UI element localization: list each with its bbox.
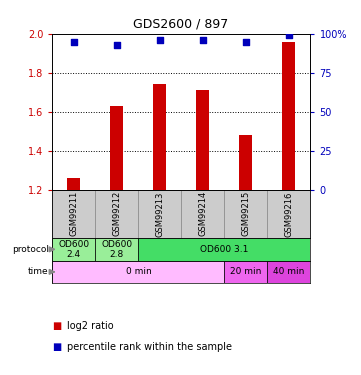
Bar — [52, 190, 95, 238]
Bar — [68, 178, 80, 190]
Bar — [153, 84, 166, 190]
Text: GSM99214: GSM99214 — [199, 191, 208, 237]
Text: GSM99213: GSM99213 — [155, 191, 164, 237]
Point — [286, 32, 292, 38]
Bar — [283, 42, 295, 190]
Bar — [225, 261, 268, 283]
Text: 20 min: 20 min — [230, 267, 262, 276]
Bar — [95, 238, 138, 261]
Bar — [138, 190, 181, 238]
Text: time: time — [28, 267, 49, 276]
Point — [200, 37, 206, 43]
Text: GSM99215: GSM99215 — [242, 191, 251, 237]
Bar — [138, 238, 310, 261]
Point — [243, 39, 249, 45]
Point — [71, 39, 77, 45]
Text: 40 min: 40 min — [273, 267, 305, 276]
Text: OD600
2.8: OD600 2.8 — [101, 240, 132, 259]
Bar — [268, 261, 310, 283]
Text: 0 min: 0 min — [126, 267, 151, 276]
Bar — [52, 238, 95, 261]
Text: OD600
2.4: OD600 2.4 — [58, 240, 90, 259]
Text: percentile rank within the sample: percentile rank within the sample — [67, 342, 232, 352]
Point — [157, 37, 163, 43]
Bar — [95, 190, 138, 238]
Bar — [181, 190, 225, 238]
Bar — [225, 190, 268, 238]
Bar — [52, 261, 225, 283]
Text: GSM99211: GSM99211 — [69, 191, 78, 237]
Bar — [110, 106, 123, 190]
Text: log2 ratio: log2 ratio — [67, 321, 113, 331]
Text: ■: ■ — [52, 342, 62, 352]
Bar — [268, 190, 310, 238]
Text: protocol: protocol — [12, 245, 49, 254]
Text: GSM99212: GSM99212 — [112, 191, 121, 237]
Point — [114, 42, 120, 48]
Text: GDS2600 / 897: GDS2600 / 897 — [133, 18, 228, 31]
Bar — [196, 90, 209, 190]
Text: GSM99216: GSM99216 — [284, 191, 293, 237]
Text: ■: ■ — [52, 321, 62, 331]
Bar — [239, 135, 252, 190]
Text: OD600 3.1: OD600 3.1 — [200, 245, 249, 254]
